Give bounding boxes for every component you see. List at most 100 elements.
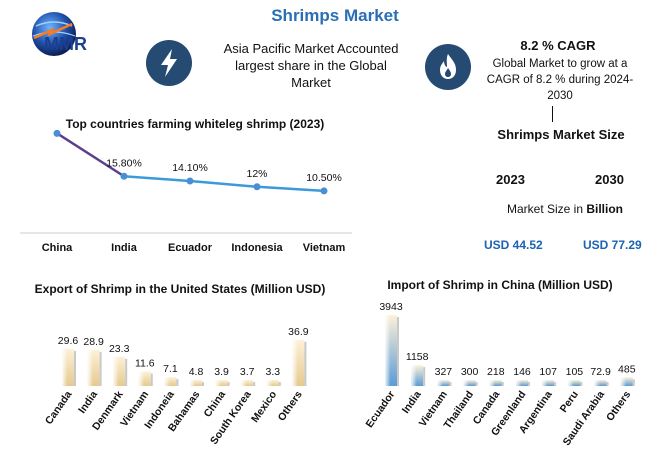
bar [266,380,279,386]
bar-shadow [580,382,583,386]
bar-highlight [266,380,273,386]
bar [241,380,254,386]
bar-value-label: 3943 [379,301,403,313]
bar-value-label: 146 [513,366,531,378]
bar-value-label: 3.3 [265,366,280,378]
data-point [186,177,194,185]
bar-highlight [463,380,469,386]
data-label: 10.50% [306,172,342,184]
import-chart-title: Import of Shrimp in China (Million USD) [387,278,613,292]
bar-shadow [304,341,307,386]
market-size-title: Shrimps Market Size [497,127,625,142]
region-share-text: Asia Pacific Market Accounted largest sh… [223,41,399,90]
bar-shadow [176,379,179,386]
export-chart-title: Export of Shrimp in the United States (M… [34,282,326,296]
bar-highlight [594,380,600,386]
bar-highlight [190,380,196,386]
flame-icon [425,44,471,90]
bar-value-label: 4.8 [189,366,204,378]
bar-highlight [164,377,170,386]
bar-value-label: 36.9 [288,326,309,338]
bar-value-label: 218 [487,366,505,378]
bar-highlight [87,349,93,386]
category-label: Indonesia [231,242,283,254]
bar-shadow [449,382,452,386]
data-point [253,183,261,191]
bar-highlight [292,339,298,386]
bar-highlight [489,380,496,386]
data-point [320,187,328,195]
bar-shadow [227,382,230,386]
bar-value-label: 72.9 [590,366,611,378]
bar-value-label: 300 [461,366,479,378]
line-chart-title: Top countries farming whiteleg shrimp (2… [65,117,325,131]
bar-shadow [253,382,256,386]
bar-highlight [62,349,68,386]
bar-value-label: 11.6 [135,358,155,370]
market-size-unit: Market Size in Billion [486,202,644,216]
line-segment [189,179,258,189]
bar-highlight [113,356,119,386]
line-chart: 31.30%China15.80%India14.10%Ecuador12%In… [20,130,352,254]
category-label: Mexico [249,389,279,425]
category-label: Others [604,389,633,424]
bar-shadow [423,367,426,386]
bar-value-label: 327 [435,366,453,378]
bar-value-label: 107 [539,366,557,378]
bar-shadow [150,373,153,386]
logo-text: MMR [44,34,87,54]
data-point [53,130,61,137]
data-label: 15.80% [106,157,142,169]
data-label: 14.10% [172,162,208,174]
bar [215,380,228,386]
bar-value-label: 105 [566,366,584,378]
category-label: India [400,389,424,416]
bar-shadow [278,382,281,386]
import-bar-chart: 3943Ecuador1158India327Vietnam300Thailan… [364,301,636,448]
bar-highlight [138,371,145,386]
bar-highlight [516,380,522,386]
bar-value-label: 7.1 [163,363,178,375]
data-point [120,172,128,180]
bar-highlight [385,315,391,386]
page-title: Shrimps Market [271,6,399,25]
bar-value-label: 28.9 [83,336,104,348]
category-label: Canada [43,389,75,427]
line-segment [256,185,325,193]
market-year-2030: 2030 [595,172,624,187]
category-label: Others [276,389,305,424]
line-segment [56,132,125,178]
bar [568,380,581,386]
category-label: Ecuador [364,389,398,430]
unit-prefix: Market Size in [506,202,587,216]
bar-value-label: 1158 [406,351,429,363]
bar-value-label: 23.3 [109,343,130,355]
bar [164,377,177,386]
data-label: 12% [246,168,267,180]
bar [489,380,502,386]
cagr-title: 8.2 % CAGR [520,38,596,53]
category-label: China [201,389,228,420]
bar-shadow [397,317,399,386]
cagr-text: Global Market to grow at a CAGR of 8.2 %… [486,58,634,102]
category-label: China [42,242,73,254]
lightning-bolt-icon [146,40,192,86]
market-value-2023: USD 44.52 [484,238,543,252]
market-year-2023: 2023 [496,172,525,187]
bar-shadow [501,382,504,386]
bar-value-label: 3.7 [240,366,255,378]
bar-highlight [437,380,443,386]
bar [542,380,555,386]
line-segment [123,175,191,183]
bar-value-label: 3.9 [214,366,229,378]
mmr-logo: MMR [14,10,124,64]
export-bar-chart: 29.6Canada28.9India23.3Denmark11.6Vietna… [43,326,309,447]
bar [620,377,633,386]
bar-shadow [528,382,530,386]
bar-value-label: 485 [618,363,636,375]
bar-highlight [215,380,221,386]
bar [463,380,476,386]
bar [437,380,450,386]
bar-value-label: 29.6 [58,335,79,347]
category-label: Ecuador [168,242,213,254]
